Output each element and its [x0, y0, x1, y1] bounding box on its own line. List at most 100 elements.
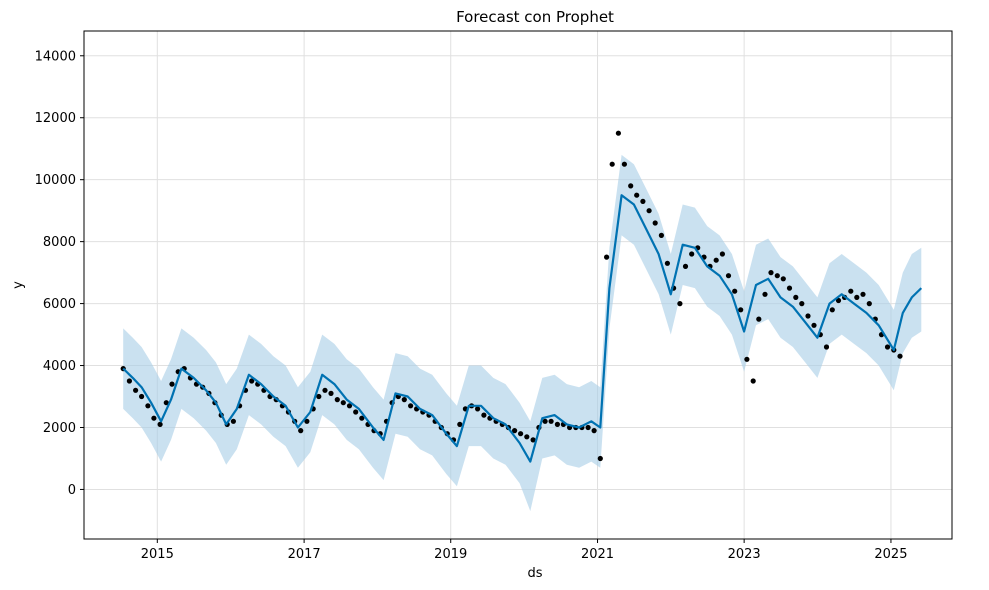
observed-point — [884, 344, 891, 350]
observed-point — [768, 270, 774, 276]
observed-point — [866, 301, 872, 307]
observed-point — [481, 412, 487, 418]
observed-point — [126, 378, 132, 384]
chart-title: Forecast con Prophet — [456, 8, 614, 26]
uncertainty-interval — [123, 154, 922, 512]
x-axis: 2015 2017 2019 2021 2023 2025 — [141, 539, 907, 562]
observed-point — [835, 297, 842, 304]
observed-point — [640, 198, 646, 204]
observed-point — [719, 251, 726, 257]
forecast-line — [122, 194, 923, 463]
observed-point — [732, 288, 738, 294]
observed-point — [554, 421, 561, 427]
observed-point — [591, 428, 597, 434]
observed-point — [677, 301, 683, 307]
observed-point — [401, 397, 407, 403]
observed-point — [298, 428, 304, 434]
observed-point — [774, 273, 780, 279]
forecast-line-layer — [122, 194, 923, 463]
observed-point — [346, 403, 353, 409]
observed-point — [799, 301, 805, 307]
y-axis-label: y — [11, 281, 26, 289]
observed-point — [621, 161, 628, 167]
observed-point — [139, 393, 145, 400]
observed-point — [359, 415, 365, 421]
observed-point — [634, 192, 640, 198]
x-tick-label: 2015 — [141, 547, 174, 562]
observed-point — [169, 381, 175, 387]
x-tick-label: 2017 — [288, 547, 321, 562]
observed-point — [652, 220, 658, 226]
observed-point — [756, 316, 762, 322]
observed-point — [604, 254, 610, 260]
observed-point — [353, 409, 359, 415]
observed-point — [609, 161, 615, 167]
observed-point — [854, 294, 860, 300]
observed-point — [811, 322, 817, 328]
y-tick-label: 4000 — [43, 359, 76, 374]
observed-point — [750, 378, 756, 384]
y-tick-label: 12000 — [35, 111, 76, 126]
observed-point — [628, 183, 634, 189]
observed-point — [151, 415, 157, 421]
plot-frame — [83, 30, 953, 540]
observed-point — [249, 378, 255, 384]
observed-point — [805, 313, 811, 319]
interval-band — [123, 154, 922, 512]
observed-point — [646, 208, 652, 214]
observed-point — [786, 285, 793, 291]
observed-point — [316, 393, 322, 400]
observed-point — [829, 307, 835, 313]
observed-point — [597, 455, 603, 462]
observed-point — [793, 294, 799, 300]
y-tick-label: 6000 — [43, 297, 76, 312]
observed-point — [133, 387, 139, 393]
observed-point — [664, 260, 671, 266]
observed-point — [585, 424, 591, 431]
y-axis: 0 2000 4000 6000 8000 10000 12000 14000 — [35, 49, 84, 498]
y-tick-label: 14000 — [35, 49, 76, 64]
y-tick-label: 0 — [68, 483, 76, 498]
observed-point — [322, 387, 328, 393]
observed-point — [738, 307, 744, 313]
observed-point — [548, 418, 554, 424]
observed-point — [823, 344, 830, 350]
observed-point — [457, 421, 463, 427]
observed-point — [848, 288, 854, 294]
x-tick-label: 2019 — [434, 547, 467, 562]
observed-point — [689, 251, 695, 257]
y-tick-label: 2000 — [43, 421, 76, 436]
y-tick-label: 8000 — [43, 235, 76, 250]
observed-point — [157, 421, 163, 427]
x-axis-label: ds — [527, 566, 542, 581]
observed-point — [725, 273, 732, 279]
observed-point — [340, 400, 346, 406]
observed-point — [524, 434, 530, 440]
observed-point — [542, 418, 548, 424]
observed-point — [304, 418, 310, 424]
observed-point — [511, 428, 518, 434]
observed-point — [762, 291, 768, 297]
observed-point — [658, 232, 665, 238]
observed-point — [408, 403, 414, 409]
observed-point — [145, 403, 151, 409]
observed-point — [615, 130, 622, 136]
observed-point — [163, 400, 169, 406]
x-tick-label: 2025 — [874, 547, 907, 562]
observed-point — [518, 431, 524, 437]
x-tick-label: 2023 — [728, 547, 761, 562]
observed-point — [230, 418, 236, 424]
y-tick-label: 10000 — [35, 173, 76, 188]
observed-point — [530, 437, 536, 443]
observed-point — [713, 257, 719, 263]
observed-point — [334, 397, 340, 403]
observed-point — [475, 406, 481, 412]
observed-point — [744, 356, 750, 362]
observed-point — [860, 291, 866, 297]
observed-point — [682, 263, 689, 269]
x-tick-label: 2021 — [581, 547, 614, 562]
observed-point — [328, 390, 334, 396]
observed-point — [780, 276, 786, 282]
observed-point — [897, 353, 903, 359]
